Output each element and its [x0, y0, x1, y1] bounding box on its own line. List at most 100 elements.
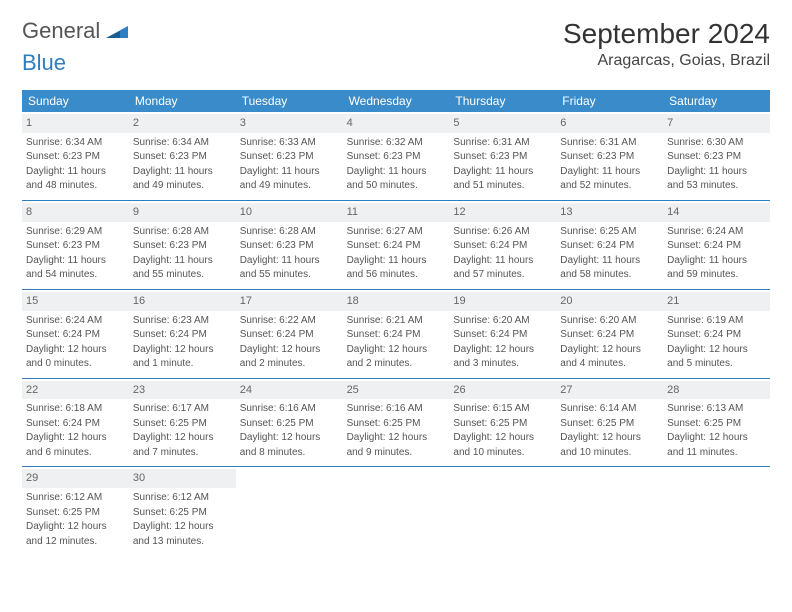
day-number: 3 — [236, 114, 343, 133]
daylight-text: and 6 minutes. — [26, 446, 125, 460]
weekday-fri: Friday — [556, 90, 663, 112]
daylight-text: Daylight: 11 hours — [133, 254, 232, 268]
sunrise-text: Sunrise: 6:25 AM — [560, 225, 659, 239]
sunrise-text: Sunrise: 6:20 AM — [560, 314, 659, 328]
weekday-mon: Monday — [129, 90, 236, 112]
daylight-text: Daylight: 12 hours — [26, 343, 125, 357]
day-cell: 2Sunrise: 6:34 AMSunset: 6:23 PMDaylight… — [129, 112, 236, 200]
day-number: 2 — [129, 114, 236, 133]
day-cell-empty — [343, 467, 450, 555]
daylight-text: Daylight: 11 hours — [667, 254, 766, 268]
day-cell: 6Sunrise: 6:31 AMSunset: 6:23 PMDaylight… — [556, 112, 663, 200]
daylight-text: and 0 minutes. — [26, 357, 125, 371]
sunset-text: Sunset: 6:24 PM — [667, 328, 766, 342]
daylight-text: Daylight: 12 hours — [560, 343, 659, 357]
weekday-wed: Wednesday — [343, 90, 450, 112]
daylight-text: Daylight: 12 hours — [240, 431, 339, 445]
sunrise-text: Sunrise: 6:21 AM — [347, 314, 446, 328]
day-cell: 12Sunrise: 6:26 AMSunset: 6:24 PMDayligh… — [449, 201, 556, 289]
daylight-text: and 5 minutes. — [667, 357, 766, 371]
daylight-text: Daylight: 11 hours — [240, 254, 339, 268]
day-cell: 19Sunrise: 6:20 AMSunset: 6:24 PMDayligh… — [449, 290, 556, 378]
daylight-text: Daylight: 12 hours — [667, 343, 766, 357]
sunrise-text: Sunrise: 6:20 AM — [453, 314, 552, 328]
daylight-text: Daylight: 12 hours — [133, 431, 232, 445]
sunrise-text: Sunrise: 6:27 AM — [347, 225, 446, 239]
sunrise-text: Sunrise: 6:29 AM — [26, 225, 125, 239]
day-number: 21 — [663, 292, 770, 311]
weekday-header-row: Sunday Monday Tuesday Wednesday Thursday… — [22, 90, 770, 112]
day-cell: 27Sunrise: 6:14 AMSunset: 6:25 PMDayligh… — [556, 379, 663, 467]
day-cell: 10Sunrise: 6:28 AMSunset: 6:23 PMDayligh… — [236, 201, 343, 289]
day-cell: 7Sunrise: 6:30 AMSunset: 6:23 PMDaylight… — [663, 112, 770, 200]
day-number: 14 — [663, 203, 770, 222]
daylight-text: and 56 minutes. — [347, 268, 446, 282]
daylight-text: and 10 minutes. — [453, 446, 552, 460]
daylight-text: Daylight: 12 hours — [667, 431, 766, 445]
day-cell-empty — [236, 467, 343, 555]
logo: General — [22, 18, 130, 44]
sunset-text: Sunset: 6:24 PM — [240, 328, 339, 342]
daylight-text: and 49 minutes. — [133, 179, 232, 193]
daylight-text: Daylight: 12 hours — [453, 431, 552, 445]
sunrise-text: Sunrise: 6:24 AM — [667, 225, 766, 239]
sunrise-text: Sunrise: 6:32 AM — [347, 136, 446, 150]
sunrise-text: Sunrise: 6:28 AM — [133, 225, 232, 239]
day-number: 26 — [449, 381, 556, 400]
sunrise-text: Sunrise: 6:18 AM — [26, 402, 125, 416]
daylight-text: and 55 minutes. — [133, 268, 232, 282]
weekday-tue: Tuesday — [236, 90, 343, 112]
daylight-text: Daylight: 12 hours — [26, 431, 125, 445]
daylight-text: and 53 minutes. — [667, 179, 766, 193]
day-number: 16 — [129, 292, 236, 311]
day-cell-empty — [556, 467, 663, 555]
day-number: 22 — [22, 381, 129, 400]
sunset-text: Sunset: 6:24 PM — [667, 239, 766, 253]
calendar: Sunday Monday Tuesday Wednesday Thursday… — [22, 90, 770, 555]
sunset-text: Sunset: 6:25 PM — [347, 417, 446, 431]
daylight-text: Daylight: 12 hours — [133, 520, 232, 534]
day-number: 10 — [236, 203, 343, 222]
day-cell: 15Sunrise: 6:24 AMSunset: 6:24 PMDayligh… — [22, 290, 129, 378]
daylight-text: Daylight: 12 hours — [347, 431, 446, 445]
sunset-text: Sunset: 6:23 PM — [26, 150, 125, 164]
daylight-text: and 48 minutes. — [26, 179, 125, 193]
daylight-text: and 12 minutes. — [26, 535, 125, 549]
day-cell: 13Sunrise: 6:25 AMSunset: 6:24 PMDayligh… — [556, 201, 663, 289]
day-number: 29 — [22, 469, 129, 488]
sunrise-text: Sunrise: 6:31 AM — [560, 136, 659, 150]
weekday-sun: Sunday — [22, 90, 129, 112]
sunset-text: Sunset: 6:25 PM — [133, 417, 232, 431]
sunset-text: Sunset: 6:24 PM — [347, 328, 446, 342]
day-cell: 4Sunrise: 6:32 AMSunset: 6:23 PMDaylight… — [343, 112, 450, 200]
logo-triangle-icon — [106, 18, 128, 44]
day-cell: 5Sunrise: 6:31 AMSunset: 6:23 PMDaylight… — [449, 112, 556, 200]
daylight-text: Daylight: 11 hours — [560, 254, 659, 268]
daylight-text: Daylight: 11 hours — [347, 165, 446, 179]
daylight-text: and 3 minutes. — [453, 357, 552, 371]
sunrise-text: Sunrise: 6:31 AM — [453, 136, 552, 150]
sunset-text: Sunset: 6:24 PM — [560, 239, 659, 253]
day-number: 4 — [343, 114, 450, 133]
title-block: September 2024 Aragarcas, Goias, Brazil — [563, 18, 770, 70]
daylight-text: and 49 minutes. — [240, 179, 339, 193]
sunrise-text: Sunrise: 6:12 AM — [133, 491, 232, 505]
sunset-text: Sunset: 6:25 PM — [560, 417, 659, 431]
day-number: 17 — [236, 292, 343, 311]
daylight-text: and 55 minutes. — [240, 268, 339, 282]
day-cell: 17Sunrise: 6:22 AMSunset: 6:24 PMDayligh… — [236, 290, 343, 378]
location-label: Aragarcas, Goias, Brazil — [563, 52, 770, 70]
daylight-text: and 54 minutes. — [26, 268, 125, 282]
day-cell: 26Sunrise: 6:15 AMSunset: 6:25 PMDayligh… — [449, 379, 556, 467]
sunrise-text: Sunrise: 6:14 AM — [560, 402, 659, 416]
sunrise-text: Sunrise: 6:15 AM — [453, 402, 552, 416]
day-number: 24 — [236, 381, 343, 400]
day-cell: 23Sunrise: 6:17 AMSunset: 6:25 PMDayligh… — [129, 379, 236, 467]
sunset-text: Sunset: 6:24 PM — [347, 239, 446, 253]
month-title: September 2024 — [563, 18, 770, 50]
weeks-container: 1Sunrise: 6:34 AMSunset: 6:23 PMDaylight… — [22, 112, 770, 555]
sunset-text: Sunset: 6:24 PM — [453, 328, 552, 342]
day-number: 25 — [343, 381, 450, 400]
week-row: 1Sunrise: 6:34 AMSunset: 6:23 PMDaylight… — [22, 112, 770, 201]
daylight-text: Daylight: 12 hours — [240, 343, 339, 357]
